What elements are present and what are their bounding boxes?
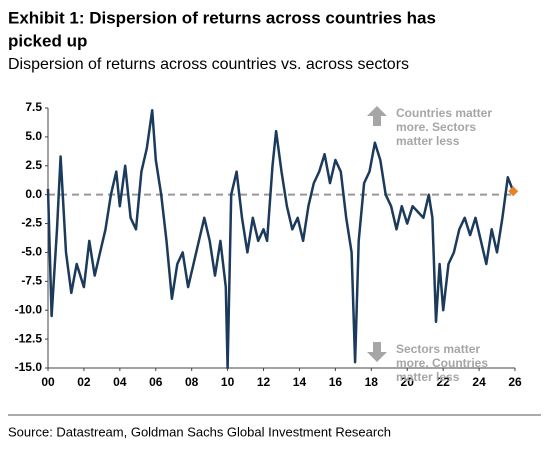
x-tick-label: 08 [185,375,199,389]
x-tick-label: 10 [221,375,235,389]
y-tick-label: -5.0 [21,245,42,259]
x-tick-label: 24 [472,375,486,389]
y-tick-label: 2.5 [25,158,42,172]
x-tick-label: 22 [436,375,450,389]
y-tick-label: -15.0 [15,360,43,374]
y-tick-label: 7.5 [25,100,42,114]
annotation: more. Sectors [396,120,476,134]
y-tick-label: -2.5 [21,216,42,230]
y-tick-label: 0.0 [25,187,42,201]
annotation: Sectors matter [396,342,480,356]
chart-title: picked up [8,31,87,50]
y-tick-label: -7.5 [21,274,42,288]
x-tick-label: 12 [257,375,271,389]
line [46,109,515,370]
chart-subtitle: Dispersion of returns across countries v… [8,56,409,73]
arrow-up [367,106,387,126]
annotation: Countries matter [396,106,492,120]
y-tick-label: -10.0 [15,302,43,316]
y-tick-label: 5.0 [25,129,42,143]
x-tick-label: 02 [77,375,91,389]
x-tick-label: 18 [365,375,379,389]
annotation: matter less [396,134,460,148]
arrow-down [367,342,387,362]
x-tick-label: 06 [149,375,163,389]
chart-title: Exhibit 1: Dispersion of returns across … [8,8,436,27]
source: Source: Datastream, Goldman Sachs Global… [8,424,391,439]
annotation: more. Countries [396,356,488,370]
y-tick-label: -12.5 [15,331,43,345]
x-tick-label: 26 [508,375,522,389]
x-tick-label: 20 [401,375,415,389]
x-tick-label: 00 [41,375,55,389]
x-tick-label: 04 [113,375,127,389]
annotation: matter less [396,370,460,384]
x-tick-label: 16 [329,375,343,389]
x-tick-label: 14 [293,375,307,389]
last-point [508,186,519,197]
